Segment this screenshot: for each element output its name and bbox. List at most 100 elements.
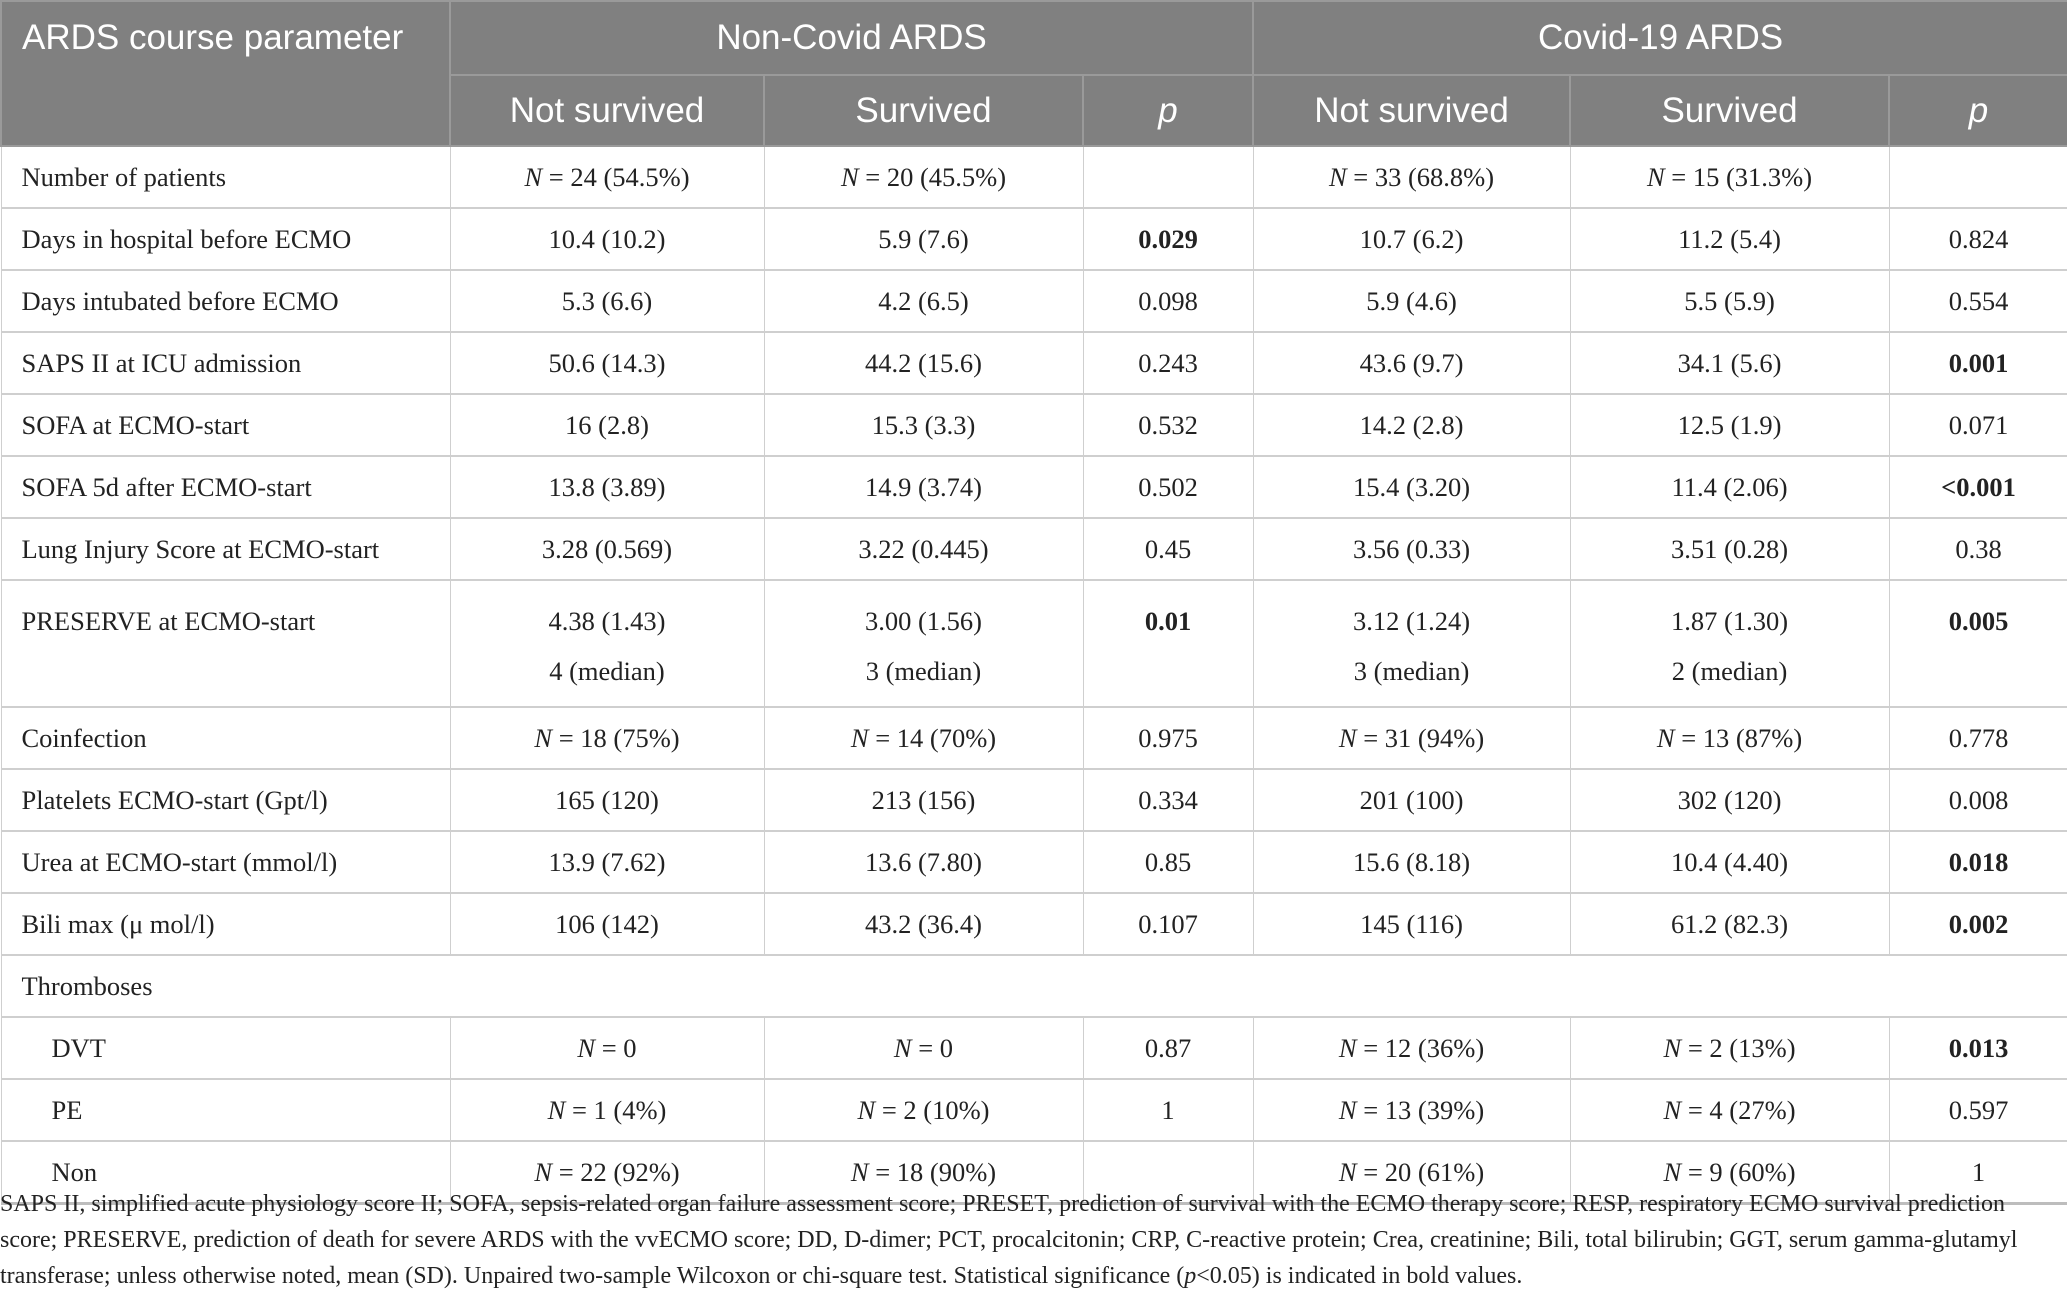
covid-not-survived-value: 145 (116) <box>1360 908 1463 939</box>
row-label: Platelets ECMO-start (Gpt/l) <box>0 768 451 832</box>
covid-not-survived-value: 201 (100) <box>1359 784 1464 815</box>
non-covid-p-value: 0.243 <box>1138 347 1198 378</box>
covid-not-survived-cell: 5.9 (4.6) <box>1252 269 1571 333</box>
non-covid-p-cell: 0.45 <box>1082 517 1254 581</box>
covid-p-value: 0.824 <box>1948 223 2009 254</box>
non-covid-survived-cell: N = 0 <box>763 1016 1084 1080</box>
non-covid-not-survived-value: 10.4 (10.2) <box>548 223 666 254</box>
non-covid-p-value: 0.975 <box>1138 722 1198 753</box>
covid-not-survived-value: 14.2 (2.8) <box>1359 409 1464 440</box>
covid-survived-value: 61.2 (82.3) <box>1671 908 1789 939</box>
covid-p-cell: 0.001 <box>1888 331 2067 395</box>
row-label: Urea at ECMO-start (mmol/l) <box>0 830 451 894</box>
covid-not-survived-cell: N = 13 (39%) <box>1252 1078 1571 1142</box>
row-label: SOFA 5d after ECMO-start <box>0 455 451 519</box>
covid-survived-cell: N = 2 (13%) <box>1569 1016 1890 1080</box>
non-covid-not-survived-median: 4 (median) <box>549 656 665 686</box>
covid-survived-cell: 5.5 (5.9) <box>1569 269 1890 333</box>
non-covid-p-cell: 0.243 <box>1082 331 1254 395</box>
table-row: PRESERVE at ECMO-start 4.38 (1.43) 4 (medi… <box>0 579 2067 708</box>
non-covid-survived-median: 3 (median) <box>865 656 982 686</box>
covid-survived-value: 11.2 (5.4) <box>1678 223 1781 254</box>
non-covid-not-survived-cell: 50.6 (14.3) <box>449 331 765 395</box>
table-row: Days intubated before ECMO 5.3 (6.6) 4.2 (… <box>0 269 2067 333</box>
row-label: DVT <box>0 1016 451 1080</box>
covid-p-value: 0.001 <box>1948 347 2009 378</box>
covid-p-cell: 0.008 <box>1888 768 2067 832</box>
non-covid-survived-cell: 4.2 (6.5) <box>763 269 1084 333</box>
non-covid-survived-cell: 213 (156) <box>763 768 1084 832</box>
non-covid-p-cell: 0.975 <box>1082 706 1254 770</box>
row-label: Bili max (μ mol/l) <box>0 892 451 956</box>
covid-p-value: 0.013 <box>1948 1032 2009 1063</box>
non-covid-p-cell: 0.85 <box>1082 830 1254 894</box>
row-label: Days intubated before ECMO <box>0 269 451 333</box>
table-row: SOFA at ECMO-start 16 (2.8) 15.3 (3.3) 0.53… <box>0 393 2067 457</box>
non-covid-p-cell: 0.107 <box>1082 892 1254 956</box>
covid-p-value: <0.001 <box>1941 471 2016 502</box>
non-covid-not-survived-value: N = 18 (75%) <box>534 722 680 753</box>
covid-p-cell: 0.005 <box>1888 579 2067 708</box>
covid-survived-median: 2 (median) <box>1671 656 1788 686</box>
table-row: Coinfection N = 18 (75%) N = 14 (70%) 0.975… <box>0 706 2067 770</box>
table-row: Platelets ECMO-start (Gpt/l) 165 (120) 213… <box>0 768 2067 832</box>
non-covid-not-survived-header: Not survived <box>449 74 765 147</box>
covid-survived-cell: N = 4 (27%) <box>1569 1078 1890 1142</box>
non-covid-not-survived-value: 106 (142) <box>555 908 659 939</box>
non-covid-not-survived-value: N = 22 (92%) <box>534 1156 680 1187</box>
non-covid-not-survived-value: 50.6 (14.3) <box>548 347 666 378</box>
table-row: Days in hospital before ECMO 10.4 (10.2) 5… <box>0 207 2067 271</box>
covid-not-survived-value: 15.6 (8.18) <box>1353 846 1471 877</box>
covid-survived-cell: 11.4 (2.06) <box>1569 455 1890 519</box>
covid-p-header: p <box>1888 74 2067 147</box>
row-label: SAPS II at ICU admission <box>0 331 451 395</box>
covid-p-cell: 0.554 <box>1888 269 2067 333</box>
row-label: PE <box>0 1078 451 1142</box>
covid-survived-value: 12.5 (1.9) <box>1677 409 1782 440</box>
non-covid-survived-cell: N = 2 (10%) <box>763 1078 1084 1142</box>
non-covid-survived-value: 13.6 (7.80) <box>864 846 983 877</box>
non-covid-p-value: 0.85 <box>1144 846 1192 877</box>
non-covid-not-survived-value: 16 (2.8) <box>565 409 649 440</box>
covid-p-value: 1 <box>1971 1156 1986 1187</box>
non-covid-p-value: 0.01 <box>1144 606 1192 636</box>
non-covid-not-survived-cell: N = 22 (92%) <box>449 1140 765 1204</box>
covid-p-value: 0.38 <box>1955 533 2002 564</box>
covid-survived-cell: 1.87 (1.30) 2 (median) <box>1569 579 1890 708</box>
non-covid-survived-cell: 15.3 (3.3) <box>763 393 1084 457</box>
non-covid-p-cell: 0.01 <box>1082 579 1254 708</box>
non-covid-p-value: 0.029 <box>1138 223 1198 254</box>
non-covid-not-survived-value: 13.9 (7.62) <box>548 846 666 877</box>
non-covid-survived-value: 43.2 (36.4) <box>864 908 983 939</box>
covid-survived-value: N = 13 (87%) <box>1656 722 1803 753</box>
covid-not-survived-value: N = 12 (36%) <box>1338 1032 1485 1063</box>
param-header: ARDS course parameter <box>0 0 451 147</box>
non-covid-p-cell: 0.532 <box>1082 393 1254 457</box>
non-covid-not-survived-cell: 13.8 (3.89) <box>449 455 765 519</box>
non-covid-not-survived-value: N = 0 <box>577 1032 637 1063</box>
footnote-text-end: <0.05) is indicated in bold values. <box>1196 1263 1523 1289</box>
covid-p-cell: 0.002 <box>1888 892 2067 956</box>
covid-p-cell: 0.824 <box>1888 207 2067 271</box>
non-covid-survived-value: N = 20 (45.5%) <box>840 161 1007 192</box>
non-covid-not-survived-value: 13.8 (3.89) <box>548 471 666 502</box>
non-covid-not-survived-value: 4.38 (1.43) <box>548 606 666 636</box>
table-row: SOFA 5d after ECMO-start 13.8 (3.89) 14.9 … <box>0 455 2067 519</box>
non-covid-survived-value: N = 14 (70%) <box>850 722 997 753</box>
non-covid-survived-value: 3.22 (0.445) <box>858 533 989 564</box>
covid-p-value: 0.008 <box>1948 784 2009 815</box>
non-covid-survived-cell: 44.2 (15.6) <box>763 331 1084 395</box>
non-covid-survived-cell: 3.00 (1.56) 3 (median) <box>763 579 1084 708</box>
covid-not-survived-cell: N = 12 (36%) <box>1252 1016 1571 1080</box>
covid-header: Covid-19 ARDS <box>1252 0 2067 76</box>
non-covid-survived-value: 5.9 (7.6) <box>878 223 969 254</box>
covid-p-value: 0.071 <box>1948 409 2009 440</box>
covid-survived-value: N = 4 (27%) <box>1663 1094 1796 1125</box>
non-covid-not-survived-cell: N = 1 (4%) <box>449 1078 765 1142</box>
covid-survived-cell: 11.2 (5.4) <box>1569 207 1890 271</box>
table-row: Thromboses <box>0 954 2067 1018</box>
table-row: PE N = 1 (4%) N = 2 (10%) 1 N = 13 (39%) N = … <box>0 1078 2067 1142</box>
covid-survived-value: N = 2 (13%) <box>1663 1032 1796 1063</box>
non-covid-survived-value: 4.2 (6.5) <box>878 285 969 316</box>
non-covid-not-survived-value: 165 (120) <box>555 784 659 815</box>
